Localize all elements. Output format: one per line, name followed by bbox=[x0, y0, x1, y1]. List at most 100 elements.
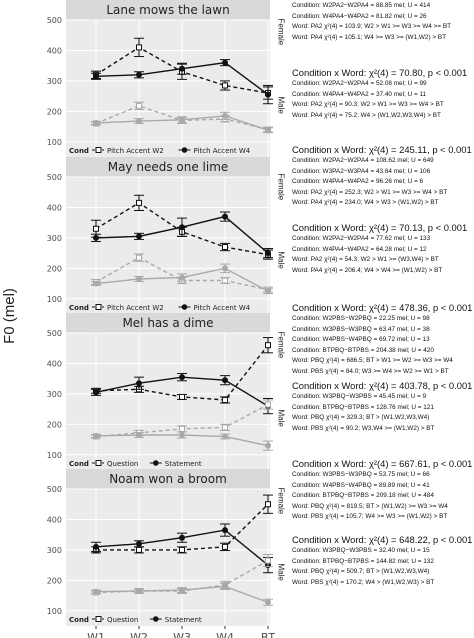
stats-line: Condition: W4PA4−W4PA2 = 64.28 mel; U = … bbox=[292, 245, 427, 253]
data-point bbox=[136, 102, 142, 109]
data-point bbox=[136, 199, 142, 206]
legend-title: Cond bbox=[69, 147, 89, 155]
data-point bbox=[93, 73, 99, 80]
y-tick-label: 100 bbox=[47, 451, 62, 460]
y-tick-label: 500 bbox=[47, 16, 62, 25]
legend: Cond Question Statement bbox=[69, 616, 202, 624]
data-point bbox=[136, 540, 142, 547]
legend-marker bbox=[181, 147, 188, 153]
stats-block: Condition x Word: χ²(4) = 70.80, p < 0.0… bbox=[292, 66, 472, 121]
sex-label: Male bbox=[276, 96, 286, 114]
data-point bbox=[222, 265, 228, 272]
data-point bbox=[265, 557, 271, 564]
x-tick-label: BT bbox=[261, 631, 276, 638]
stats-block: Condition x Word: χ²(4) = 84.58, p < 0.0… bbox=[292, 0, 472, 43]
stats-line: Word: PA2 χ²(4) = 90.3; W2 > W1 >= W3 >=… bbox=[292, 101, 444, 109]
legend-marker bbox=[95, 460, 102, 466]
legend-label: Question bbox=[107, 460, 138, 468]
stats-line: Condition: BTPBQ−BTPBS = 204.38 mel; U =… bbox=[292, 346, 434, 354]
stats-line: Word: PBS χ²(4) = 90.2; W3,W4 >= (W1,W2)… bbox=[292, 424, 435, 432]
data-point bbox=[265, 91, 271, 98]
data-point bbox=[179, 425, 185, 432]
data-point bbox=[179, 224, 185, 231]
y-tick-label: 200 bbox=[47, 107, 62, 116]
data-point bbox=[93, 119, 99, 126]
data-point bbox=[136, 118, 142, 125]
data-point bbox=[93, 280, 99, 287]
data-point bbox=[265, 342, 271, 349]
plot-background bbox=[66, 177, 270, 314]
sex-label: Female bbox=[276, 173, 286, 201]
data-point bbox=[93, 389, 99, 396]
data-point bbox=[222, 396, 228, 403]
data-point bbox=[222, 377, 228, 384]
data-point bbox=[222, 82, 228, 89]
facet-title: Mel has a dime bbox=[122, 316, 213, 330]
stats-line: Condition: W2PA2−W2PA4 = 88.85 mel; U = … bbox=[292, 2, 431, 9]
facet-strip bbox=[66, 157, 270, 177]
stats-line: Condition: W4PA4−W4PA2 = 37.40 mel; U = … bbox=[292, 90, 427, 98]
stats-line: Word: PBQ χ²(4) = 819.5; BT > (W1,W2) >=… bbox=[292, 502, 448, 510]
chart-panels: Lane mows the lawn 100 200 300 400 500 Cond Pit… bbox=[47, 0, 273, 626]
legend-marker bbox=[153, 616, 159, 622]
legend: Cond Question Statement bbox=[69, 460, 202, 468]
sex-label: Female bbox=[276, 487, 286, 515]
stats-block: Condition x Word: χ²(4) = 245.11, p < 0.… bbox=[292, 143, 472, 209]
data-point bbox=[136, 546, 142, 553]
chart-panel-1: Lane mows the lawn 100 200 300 400 500 Cond Pit… bbox=[47, 0, 273, 157]
facet-strip bbox=[66, 313, 270, 333]
legend-label: Question bbox=[107, 616, 138, 624]
legend-label: Pitch Accent W2 bbox=[107, 147, 164, 155]
data-point bbox=[265, 288, 271, 295]
sex-label: Male bbox=[276, 251, 286, 269]
stats-line: Condition: W2PA2−W2PA4 = 77.62 mel; U = … bbox=[292, 235, 431, 242]
legend-marker bbox=[95, 304, 102, 310]
y-axis-label: F0 (mel) bbox=[1, 288, 18, 344]
data-point bbox=[93, 432, 99, 439]
stats-line: Condition: W2PA2−W2PA4 = 108.62 mel; U =… bbox=[292, 157, 434, 164]
data-point bbox=[93, 225, 99, 232]
stats-line: Condition: W3PA2−W3PA4 = 43.64 mel; U = … bbox=[292, 167, 431, 175]
data-point bbox=[265, 442, 271, 449]
legend-marker bbox=[95, 616, 102, 622]
series-female-pitch-accent-w4 bbox=[91, 211, 273, 259]
stats-line: Condition: W2PBS−W2PBQ = 22.25 mel; U = … bbox=[292, 315, 430, 322]
y-tick-label: 200 bbox=[47, 576, 62, 585]
stats-line: Condition: W4PBS−W4PBQ = 89.89 mel; U = … bbox=[292, 481, 430, 489]
data-point bbox=[179, 431, 185, 438]
legend-title: Cond bbox=[69, 460, 89, 468]
stats-line: Condition: BTPBQ−BTPBS = 128.76 mel; U =… bbox=[292, 403, 434, 411]
data-point bbox=[222, 433, 228, 440]
data-point bbox=[179, 274, 185, 281]
data-point bbox=[179, 587, 185, 594]
y-tick-label: 200 bbox=[47, 420, 62, 429]
legend-label: Pitch Accent W2 bbox=[107, 304, 164, 312]
stats-line: Word: PA2 χ²(4) = 252.3; W2 > W1 >= W3 >… bbox=[292, 188, 448, 196]
series-male-pitch-accent-w4 bbox=[91, 263, 273, 295]
stats-line: Word: PA4 χ²(4) = 105.1; W4 >= W3 >= (W1… bbox=[292, 33, 447, 41]
data-point bbox=[179, 393, 185, 400]
stats-line: Word: PBS χ²(4) = 170.2; W4 > (W1,W2,W3)… bbox=[292, 578, 435, 586]
y-tick-label: 100 bbox=[47, 295, 62, 304]
legend: Cond Pitch Accent W2 Pitch Accent W4 bbox=[69, 147, 251, 155]
stats-line: Word: PA2 χ²(4) = 103.9; W2 > W1 >= W3 >… bbox=[292, 23, 452, 31]
data-point bbox=[222, 527, 228, 534]
sex-label: Male bbox=[276, 563, 286, 581]
series-male-pitch-accent-w4 bbox=[91, 111, 273, 134]
series-line bbox=[95, 202, 269, 256]
y-tick-label: 100 bbox=[47, 138, 62, 147]
plot-background bbox=[66, 333, 270, 470]
stats-block: Condition x Word: χ²(4) = 70.13, p < 0.0… bbox=[292, 221, 472, 276]
facet-title: Lane mows the lawn bbox=[106, 3, 229, 17]
x-tick-label: W1 bbox=[87, 631, 105, 638]
legend-label: Statement bbox=[165, 616, 202, 624]
facet-title: Noam won a broom bbox=[109, 472, 227, 486]
plot-background bbox=[66, 489, 270, 626]
y-tick-label: 500 bbox=[47, 329, 62, 338]
legend-marker bbox=[95, 147, 102, 153]
data-point bbox=[222, 112, 228, 119]
data-point bbox=[136, 380, 142, 387]
x-tick-label: W2 bbox=[130, 631, 148, 638]
data-point bbox=[136, 587, 142, 594]
stats-block: Condition x Word: χ²(4) = 478.36, p < 0.… bbox=[292, 301, 472, 378]
